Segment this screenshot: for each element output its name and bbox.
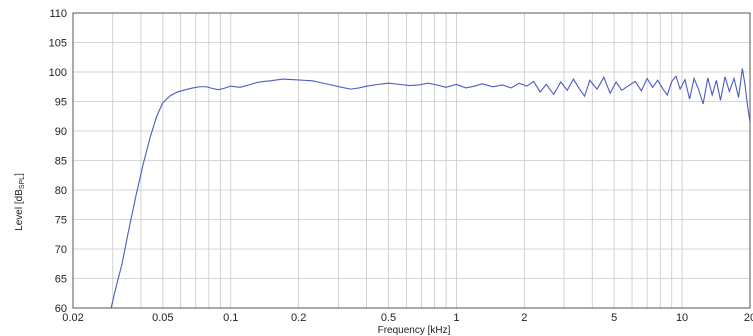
- x-tick-label: 0.5: [381, 312, 396, 324]
- y-tick-label: 65: [55, 274, 67, 286]
- y-axis-label: Level [dBSPL]: [14, 173, 26, 231]
- x-tick-label: 0.2: [291, 312, 306, 324]
- x-tick-label: 10: [676, 312, 688, 324]
- x-tick-label: 0.02: [62, 312, 83, 324]
- series-line: [110, 68, 751, 309]
- x-tick-label: 20: [744, 312, 753, 324]
- y-tick-label: 90: [55, 126, 67, 138]
- y-tick-label: 105: [49, 38, 67, 50]
- x-tick-label: 2: [521, 312, 527, 324]
- plot-frame: [72, 12, 751, 309]
- y-axis-label-main: Level [dB: [14, 189, 25, 231]
- y-tick-label: 110: [49, 8, 67, 20]
- y-tick-label: 80: [55, 185, 67, 197]
- x-gridlines: [72, 13, 751, 308]
- x-tick-label: 1: [453, 312, 459, 324]
- x-tick-label: 0.1: [223, 312, 238, 324]
- y-axis-label-subscript: SPL: [19, 176, 26, 189]
- y-tick-labels: 60 65 70 75 80 85 90 95 100 105 110: [49, 8, 67, 315]
- y-tick-label: 60: [55, 303, 67, 315]
- x-tick-label: 0.05: [152, 312, 173, 324]
- y-axis-label-close: ]: [14, 173, 25, 176]
- y-tick-label: 100: [49, 67, 67, 79]
- x-tick-label: 5: [611, 312, 617, 324]
- x-tick-labels: 0.02 0.05 0.1 0.2 0.5 1 2 5 10 20: [62, 312, 753, 324]
- x-axis-label: Frequency [kHz]: [378, 325, 451, 336]
- y-tick-label: 70: [55, 244, 67, 256]
- y-tick-label: 85: [55, 156, 67, 168]
- y-tick-label: 75: [55, 215, 67, 227]
- y-tick-label: 95: [55, 97, 67, 109]
